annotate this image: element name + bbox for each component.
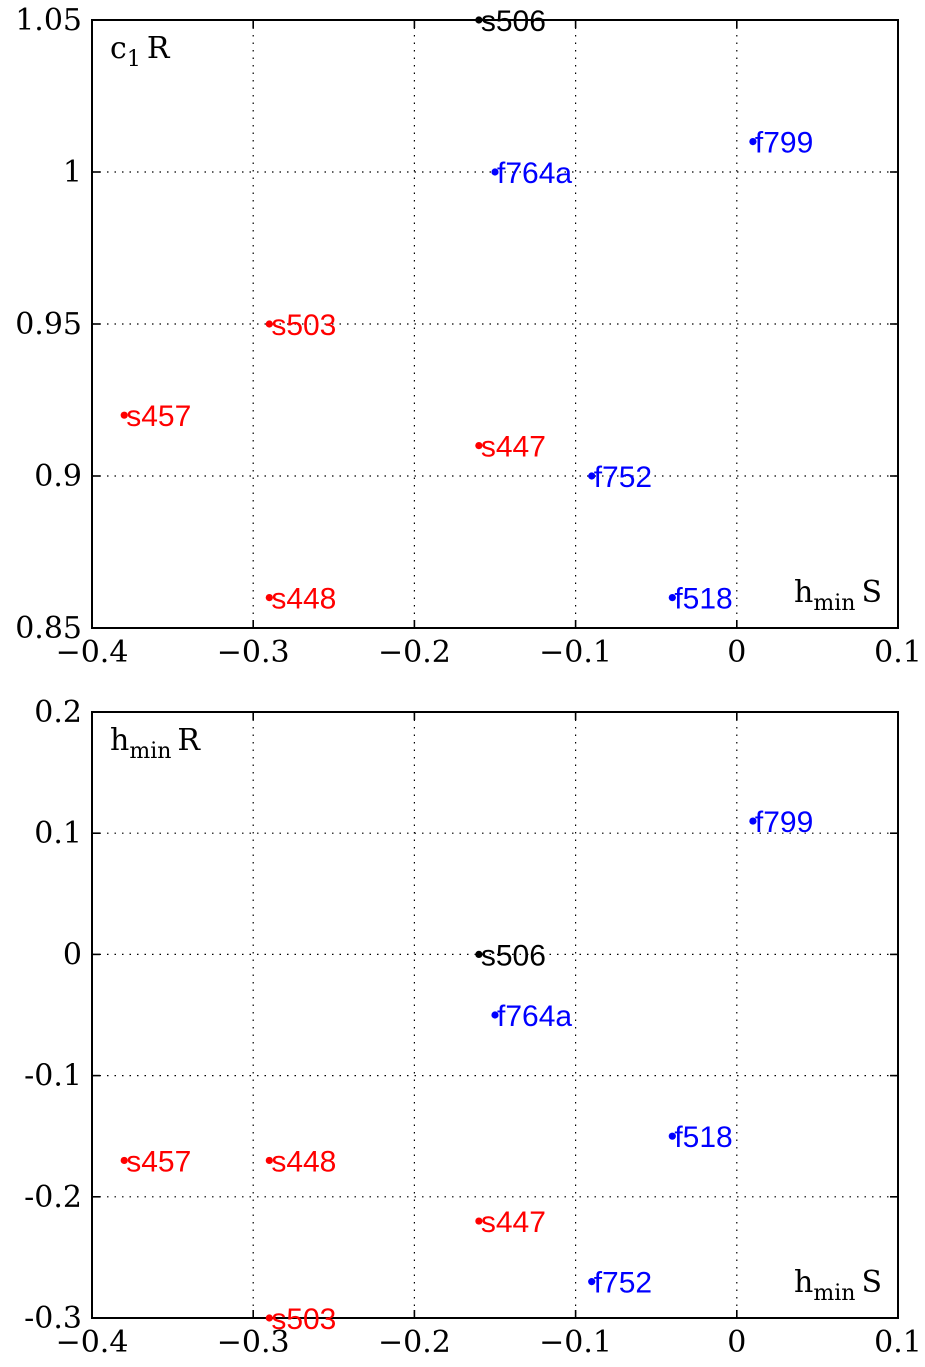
- y-axis-label: hmin R: [110, 723, 201, 764]
- axes-frame: [91, 711, 899, 1319]
- point-label: s447: [481, 1206, 546, 1239]
- x-tick-label: 0: [727, 1325, 746, 1360]
- y-tick-label: -0.1: [24, 1059, 82, 1094]
- data-point: [491, 168, 499, 176]
- point-label: s447: [481, 431, 546, 464]
- data-point: [668, 594, 676, 602]
- point-label: s503: [271, 1303, 336, 1336]
- x-tick-label: −0.3: [217, 1325, 290, 1360]
- data-point: [475, 950, 483, 959]
- point-label: f752: [594, 1267, 652, 1300]
- point-label: f799: [755, 127, 813, 160]
- y-tick-label: 0.1: [34, 816, 82, 851]
- y-tick-label: -0.2: [24, 1180, 82, 1215]
- x-axis-label: hmin S: [794, 1265, 882, 1306]
- point-label: s457: [126, 400, 191, 433]
- point-label: s448: [271, 1145, 336, 1178]
- point-label: f764a: [497, 157, 572, 190]
- data-point: [588, 1278, 596, 1286]
- y-tick-label: 1.05: [15, 3, 82, 38]
- x-tick-label: −0.3: [217, 635, 290, 670]
- y-axis-label: c1 R: [110, 31, 171, 72]
- point-label: f518: [674, 1121, 732, 1154]
- x-axis-label: hmin S: [794, 575, 882, 616]
- data-point: [588, 472, 596, 480]
- x-tick-label: 0: [727, 635, 746, 670]
- data-point: [120, 1156, 128, 1165]
- data-point: [749, 817, 757, 825]
- x-tick-label: −0.1: [539, 1325, 612, 1360]
- point-label: s506: [481, 5, 546, 38]
- x-tick-label: −0.4: [56, 1325, 129, 1360]
- point-label: f518: [674, 583, 732, 616]
- point-label: s448: [271, 583, 336, 616]
- y-tick-label: 0.85: [15, 611, 82, 646]
- point-label: f752: [594, 461, 652, 494]
- x-tick-label: 0.1: [874, 1325, 922, 1360]
- x-tick-label: −0.2: [378, 1325, 451, 1360]
- scatter-panel-top: −0.4 −0.3 −0.2 −0.1 0 0.1 0.85 0.9 0.95 1 1.05 c1 R h…: [15, 3, 922, 670]
- y-tick-label: -0.3: [24, 1301, 82, 1336]
- point-label: f799: [755, 806, 813, 839]
- data-point: [120, 411, 128, 419]
- point-label: f764a: [497, 1000, 572, 1033]
- data-point: [265, 594, 273, 602]
- y-tick-label: 0.95: [15, 307, 82, 342]
- data-point: [265, 1156, 273, 1165]
- data-point: [668, 1132, 676, 1140]
- data-point: [749, 138, 757, 146]
- data-point: [475, 1217, 483, 1225]
- point-label: s457: [126, 1145, 191, 1178]
- scatter-panel-bottom: −0.4 −0.3 −0.2 −0.1 0 0.1 -0.3 -0.2 -0.1 0 0.1 0.2 h…: [24, 695, 922, 1360]
- y-tick-label: 1: [63, 155, 82, 190]
- y-tick-label: 0.9: [34, 459, 82, 494]
- point-label: s503: [271, 309, 336, 342]
- y-tick-label: 0: [63, 937, 82, 972]
- y-tick-label: 0.2: [34, 695, 82, 730]
- point-label: s506: [481, 939, 546, 972]
- x-tick-label: −0.1: [539, 635, 612, 670]
- data-point: [491, 1011, 499, 1019]
- x-tick-label: −0.4: [56, 635, 129, 670]
- data-point: [265, 320, 273, 328]
- x-tick-label: 0.1: [874, 635, 922, 670]
- data-point: [475, 16, 483, 24]
- x-tick-label: −0.2: [378, 635, 451, 670]
- data-point: [475, 442, 483, 450]
- data-point: [265, 1314, 273, 1322]
